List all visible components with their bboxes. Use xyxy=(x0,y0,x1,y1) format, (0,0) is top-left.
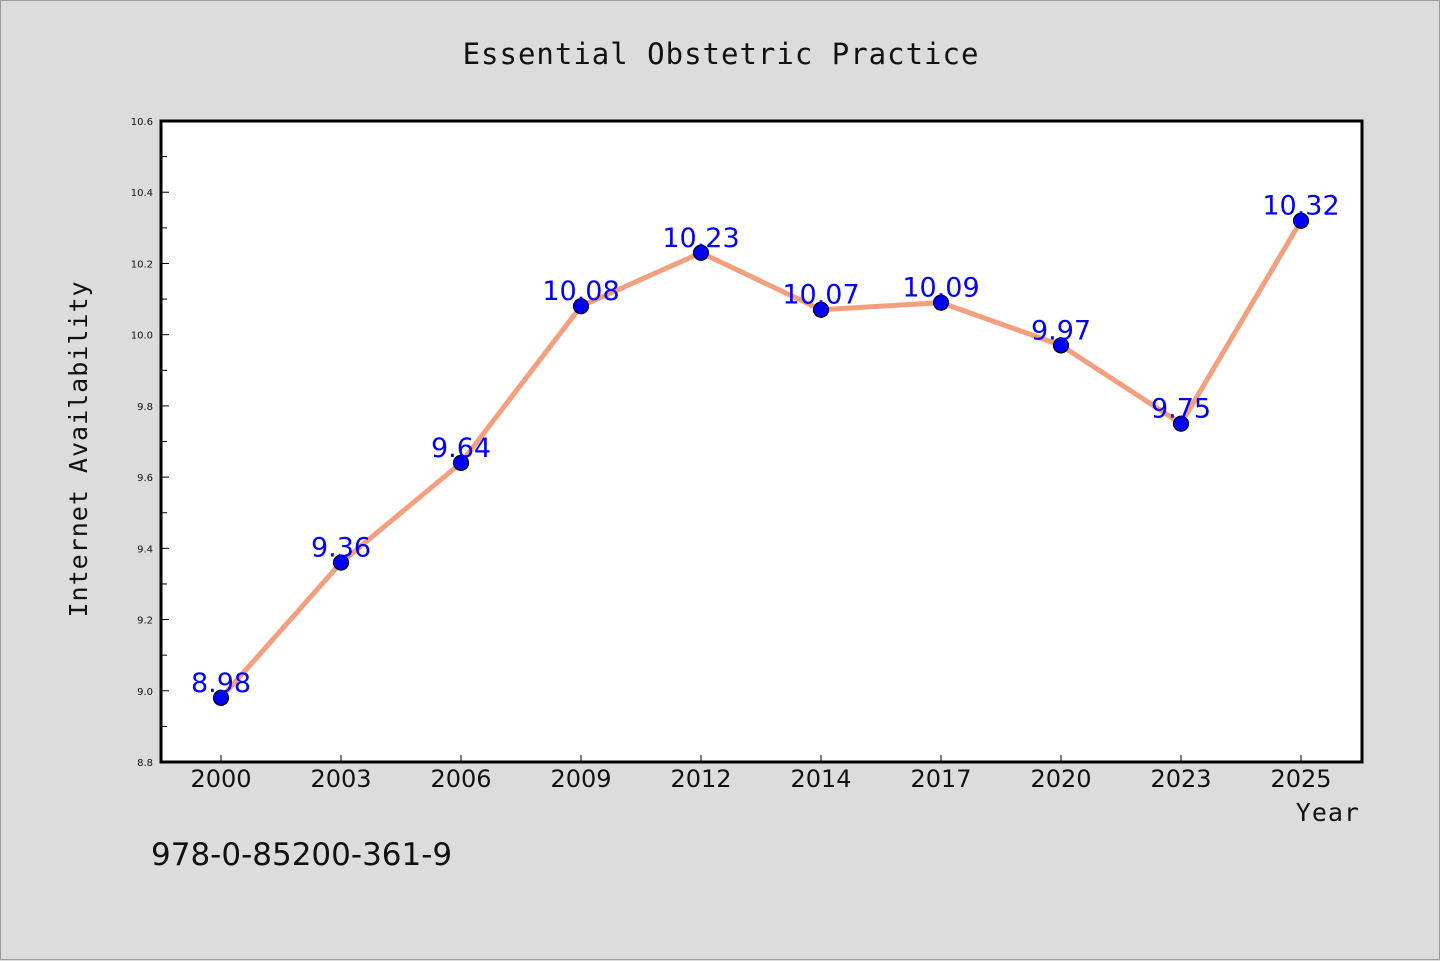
data-label: 10.08 xyxy=(542,276,619,307)
y-tick-label: 9.2 xyxy=(137,616,153,627)
data-label: 9.64 xyxy=(431,433,491,464)
isbn-text: 978-0-85200-361-9 xyxy=(151,837,452,873)
x-tick-label: 2014 xyxy=(790,765,851,793)
y-tick-label: 9.8 xyxy=(137,402,153,413)
data-label: 10.07 xyxy=(782,280,859,311)
plot-area xyxy=(159,119,1364,764)
series-line xyxy=(218,218,1304,701)
x-axis: 2000 2003 2006 2009 2012 2014 2017 2020 2023 2025 xyxy=(190,755,1332,793)
data-point xyxy=(812,301,830,318)
x-tick-label: 2017 xyxy=(910,765,971,793)
y-tick-label: 9.4 xyxy=(137,544,153,555)
data-label: 9.75 xyxy=(1151,394,1211,425)
y-axis: 8.8 9.0 9.2 9.4 9.6 9.8 10.0 10.2 10.4 10.6 xyxy=(131,117,169,769)
data-point xyxy=(332,554,350,571)
x-tick-label: 2003 xyxy=(310,765,371,793)
x-tick-label: 2023 xyxy=(1150,765,1211,793)
y-tick-label: 10.4 xyxy=(131,188,153,199)
data-point xyxy=(692,244,710,261)
series-line-group: 8.98 9.36 9.64 10.08 10.23 10.07 10.09 9.97 9.75… xyxy=(191,191,1340,707)
x-tick-label: 2025 xyxy=(1270,765,1331,793)
y-tick-label: 10.2 xyxy=(131,259,153,270)
y-tick-label: 8.8 xyxy=(137,758,153,769)
x-tick-label: 2009 xyxy=(550,765,611,793)
y-tick-label: 10.0 xyxy=(131,331,153,342)
data-label: 9.97 xyxy=(1031,315,1091,346)
data-label: 10.32 xyxy=(1262,191,1339,222)
x-tick-label: 2012 xyxy=(670,765,731,793)
data-point xyxy=(212,689,230,707)
y-tick-label: 10.6 xyxy=(131,117,153,128)
data-point xyxy=(932,294,950,311)
data-point xyxy=(452,454,470,471)
x-tick-label: 2006 xyxy=(430,765,491,793)
y-tick-label: 9.6 xyxy=(137,473,153,484)
data-point xyxy=(572,298,590,315)
data-point xyxy=(1052,337,1070,354)
x-tick-label: 2000 xyxy=(190,765,251,793)
x-axis-label: Year xyxy=(1296,798,1360,827)
y-axis-label: Internet Availability xyxy=(64,280,93,617)
chart-title: Essential Obstetric Practice xyxy=(463,37,980,71)
data-point xyxy=(1292,212,1310,229)
data-label: 10.23 xyxy=(662,223,739,254)
x-tick-label: 2020 xyxy=(1030,765,1091,793)
data-label: 10.09 xyxy=(902,273,979,304)
data-label: 9.36 xyxy=(311,533,371,564)
data-label: 8.98 xyxy=(191,668,251,699)
y-tick-label: 9.0 xyxy=(137,687,153,698)
data-point xyxy=(1172,415,1190,432)
